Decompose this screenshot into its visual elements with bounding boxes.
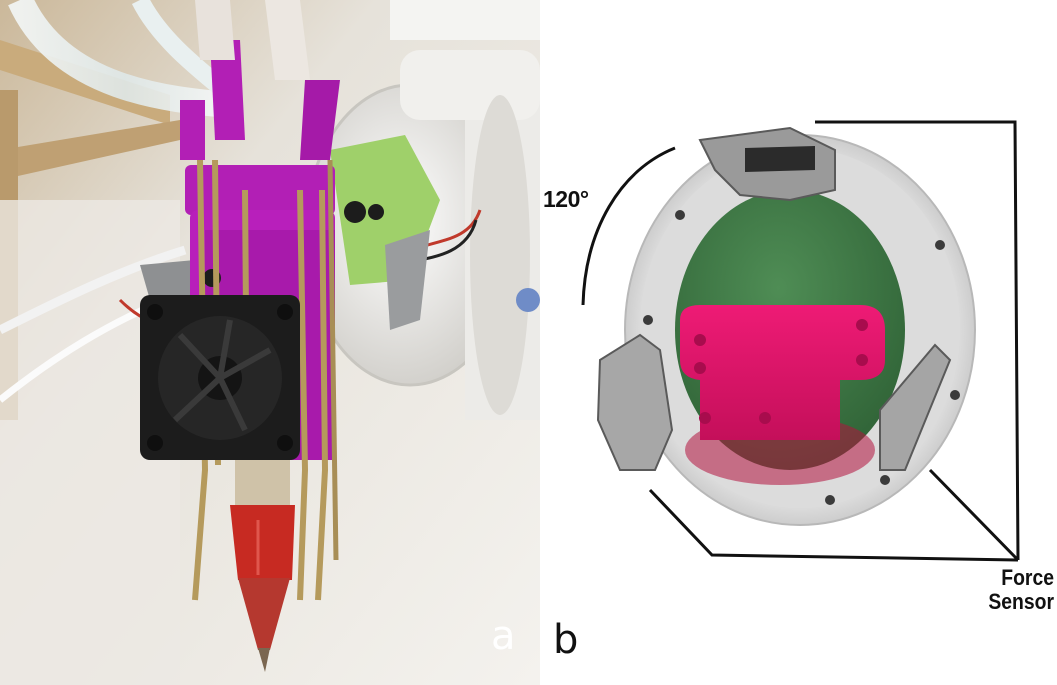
angle-arc [581, 146, 676, 306]
panel-label-b: b [553, 617, 579, 663]
force-sensor-label: Force Sensor [962, 566, 1054, 614]
force-sensor-leader-lines [648, 120, 1020, 562]
render-panel-b [581, 120, 1020, 562]
force-sensor-label-line2: Sensor [988, 589, 1054, 614]
panel-label-a: a [491, 613, 516, 659]
angle-label: 120° [543, 186, 589, 212]
photo-panel-a [0, 0, 540, 685]
force-sensor-label-line1: Force [1001, 565, 1054, 590]
